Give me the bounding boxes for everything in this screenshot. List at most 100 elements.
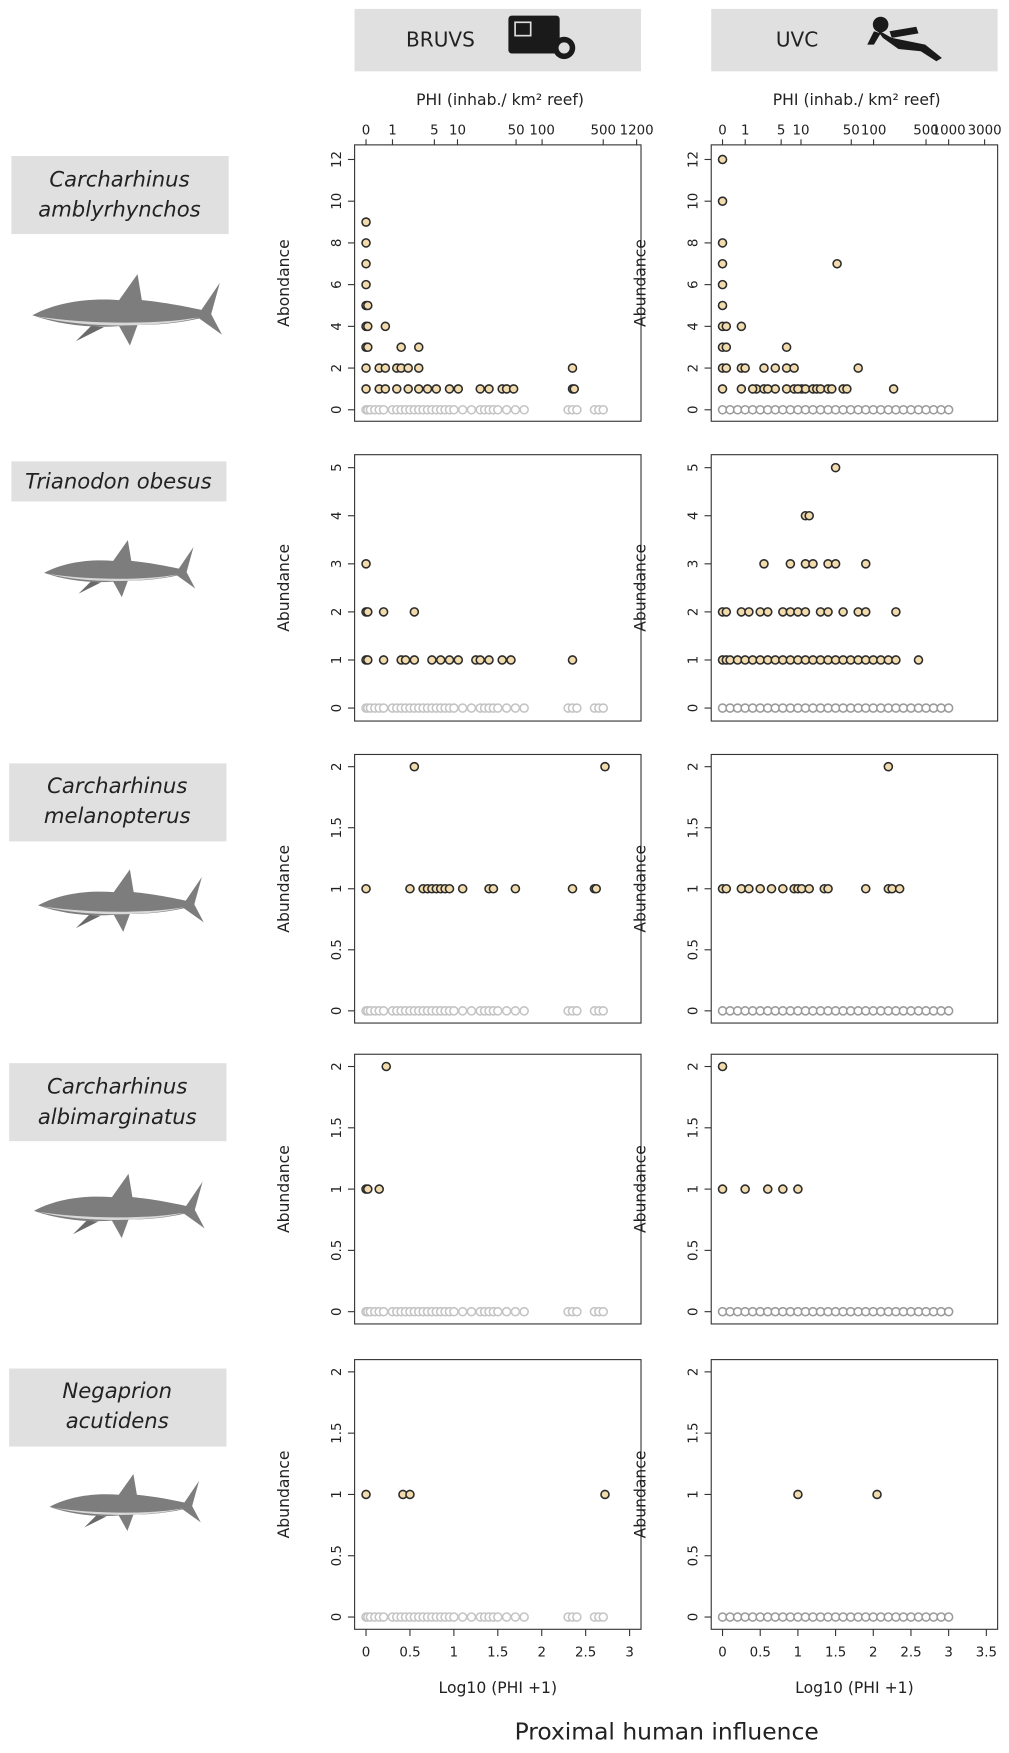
data-point — [361, 279, 371, 290]
data-point — [493, 703, 503, 713]
data-point — [422, 384, 433, 394]
species-box — [9, 1368, 227, 1447]
data-point — [721, 342, 732, 352]
x-tick-label: 1.5 — [825, 1646, 846, 1661]
y-tick-label: 12 — [330, 151, 345, 168]
data-point — [830, 559, 841, 569]
data-point — [510, 703, 521, 713]
x-tick-label: 3 — [625, 1646, 633, 1661]
y-tick-label: 2 — [330, 608, 345, 617]
data-point — [736, 384, 747, 394]
data-point — [361, 238, 371, 248]
data-point — [567, 655, 578, 665]
y-tick-label: 1 — [686, 885, 701, 894]
data-point — [501, 1612, 512, 1622]
top-tick-label: 1200 — [620, 123, 654, 138]
data-point — [572, 1306, 582, 1317]
y-tick-label: 2 — [686, 608, 701, 617]
data-point — [717, 238, 728, 248]
data-point — [506, 655, 516, 665]
data-point — [413, 363, 424, 373]
data-point — [413, 342, 424, 352]
data-point — [567, 883, 578, 894]
data-point — [453, 655, 464, 665]
data-point — [598, 404, 609, 415]
species-name: melanopterus — [44, 803, 191, 828]
y-tick-label: 3 — [686, 560, 701, 568]
data-point — [362, 300, 373, 311]
data-point — [598, 1612, 609, 1622]
shark-illustration — [37, 869, 204, 932]
data-point — [943, 703, 954, 713]
y-tick-label: 1 — [686, 1185, 701, 1194]
y-tick-label: 2 — [686, 364, 701, 373]
y-tick-label: 2 — [330, 1368, 345, 1377]
data-point — [378, 404, 389, 415]
y-tick-label: 1.5 — [330, 817, 345, 838]
data-point — [736, 321, 747, 332]
shark-illustration — [33, 1173, 205, 1239]
y-tick-label: 2 — [686, 1368, 701, 1377]
y-tick-label: 10 — [330, 193, 345, 210]
species-box — [11, 461, 227, 502]
data-point — [501, 703, 512, 713]
y-tick-label: 0 — [686, 406, 701, 415]
data-point — [361, 559, 371, 569]
data-point — [804, 510, 815, 521]
y-tick-label: 3 — [330, 560, 345, 568]
species-name: Carcharhinus — [47, 1074, 187, 1099]
x-tick-label: 0 — [362, 1646, 371, 1661]
data-point — [721, 883, 732, 894]
top-tick-label: 10 — [792, 123, 809, 138]
y-tick-label: 2 — [330, 1062, 345, 1071]
data-point — [378, 607, 389, 617]
data-point — [403, 384, 413, 394]
data-point — [943, 1612, 954, 1622]
y-tick-label: 0.5 — [686, 1545, 701, 1566]
x-tick-label: 2 — [869, 1646, 878, 1661]
data-point — [600, 1489, 610, 1500]
y-axis-title: Abundance — [275, 544, 293, 632]
data-point — [431, 384, 442, 394]
data-point — [823, 607, 833, 617]
data-point — [493, 1306, 503, 1317]
data-point — [717, 300, 728, 311]
data-point — [519, 1306, 529, 1317]
species-name: Carcharhinus — [49, 167, 189, 192]
y-tick-label: 1 — [330, 1185, 345, 1194]
top-tick-label: 3000 — [968, 123, 1002, 138]
data-point — [891, 607, 901, 617]
data-point — [793, 1489, 803, 1500]
data-point — [466, 703, 477, 713]
y-tick-label: 0.5 — [330, 1240, 345, 1261]
y-axis-title: Abundance — [275, 1145, 293, 1233]
data-point — [427, 655, 437, 665]
species-name: amblyrhynchos — [38, 197, 200, 222]
camera-icon — [508, 15, 576, 60]
y-tick-label: 1 — [330, 885, 345, 894]
y-tick-label: 4 — [686, 322, 701, 330]
data-point — [501, 1306, 512, 1317]
data-point — [842, 384, 852, 394]
data-point — [759, 363, 769, 373]
y-tick-label: 12 — [686, 151, 701, 168]
data-point — [721, 607, 732, 617]
data-point — [405, 1489, 415, 1500]
data-point — [361, 883, 371, 894]
data-point — [493, 1612, 503, 1622]
y-tick-label: 0 — [330, 1307, 345, 1316]
x-tick-label: 2.5 — [575, 1646, 596, 1661]
shark-illustration — [44, 540, 196, 598]
x-tick-label: 3.5 — [976, 1646, 997, 1661]
data-point — [740, 363, 750, 373]
y-axis-title: Abundance — [632, 845, 650, 933]
top-axis-title: PHI (inhab./ km² reef) — [773, 91, 941, 109]
data-point — [832, 258, 842, 269]
data-point — [361, 1489, 371, 1500]
data-point — [405, 883, 415, 894]
data-point — [793, 1184, 803, 1194]
data-point — [400, 655, 411, 665]
x-axis-title: Log10 (PHI +1) — [439, 1679, 558, 1697]
data-point — [378, 703, 389, 713]
